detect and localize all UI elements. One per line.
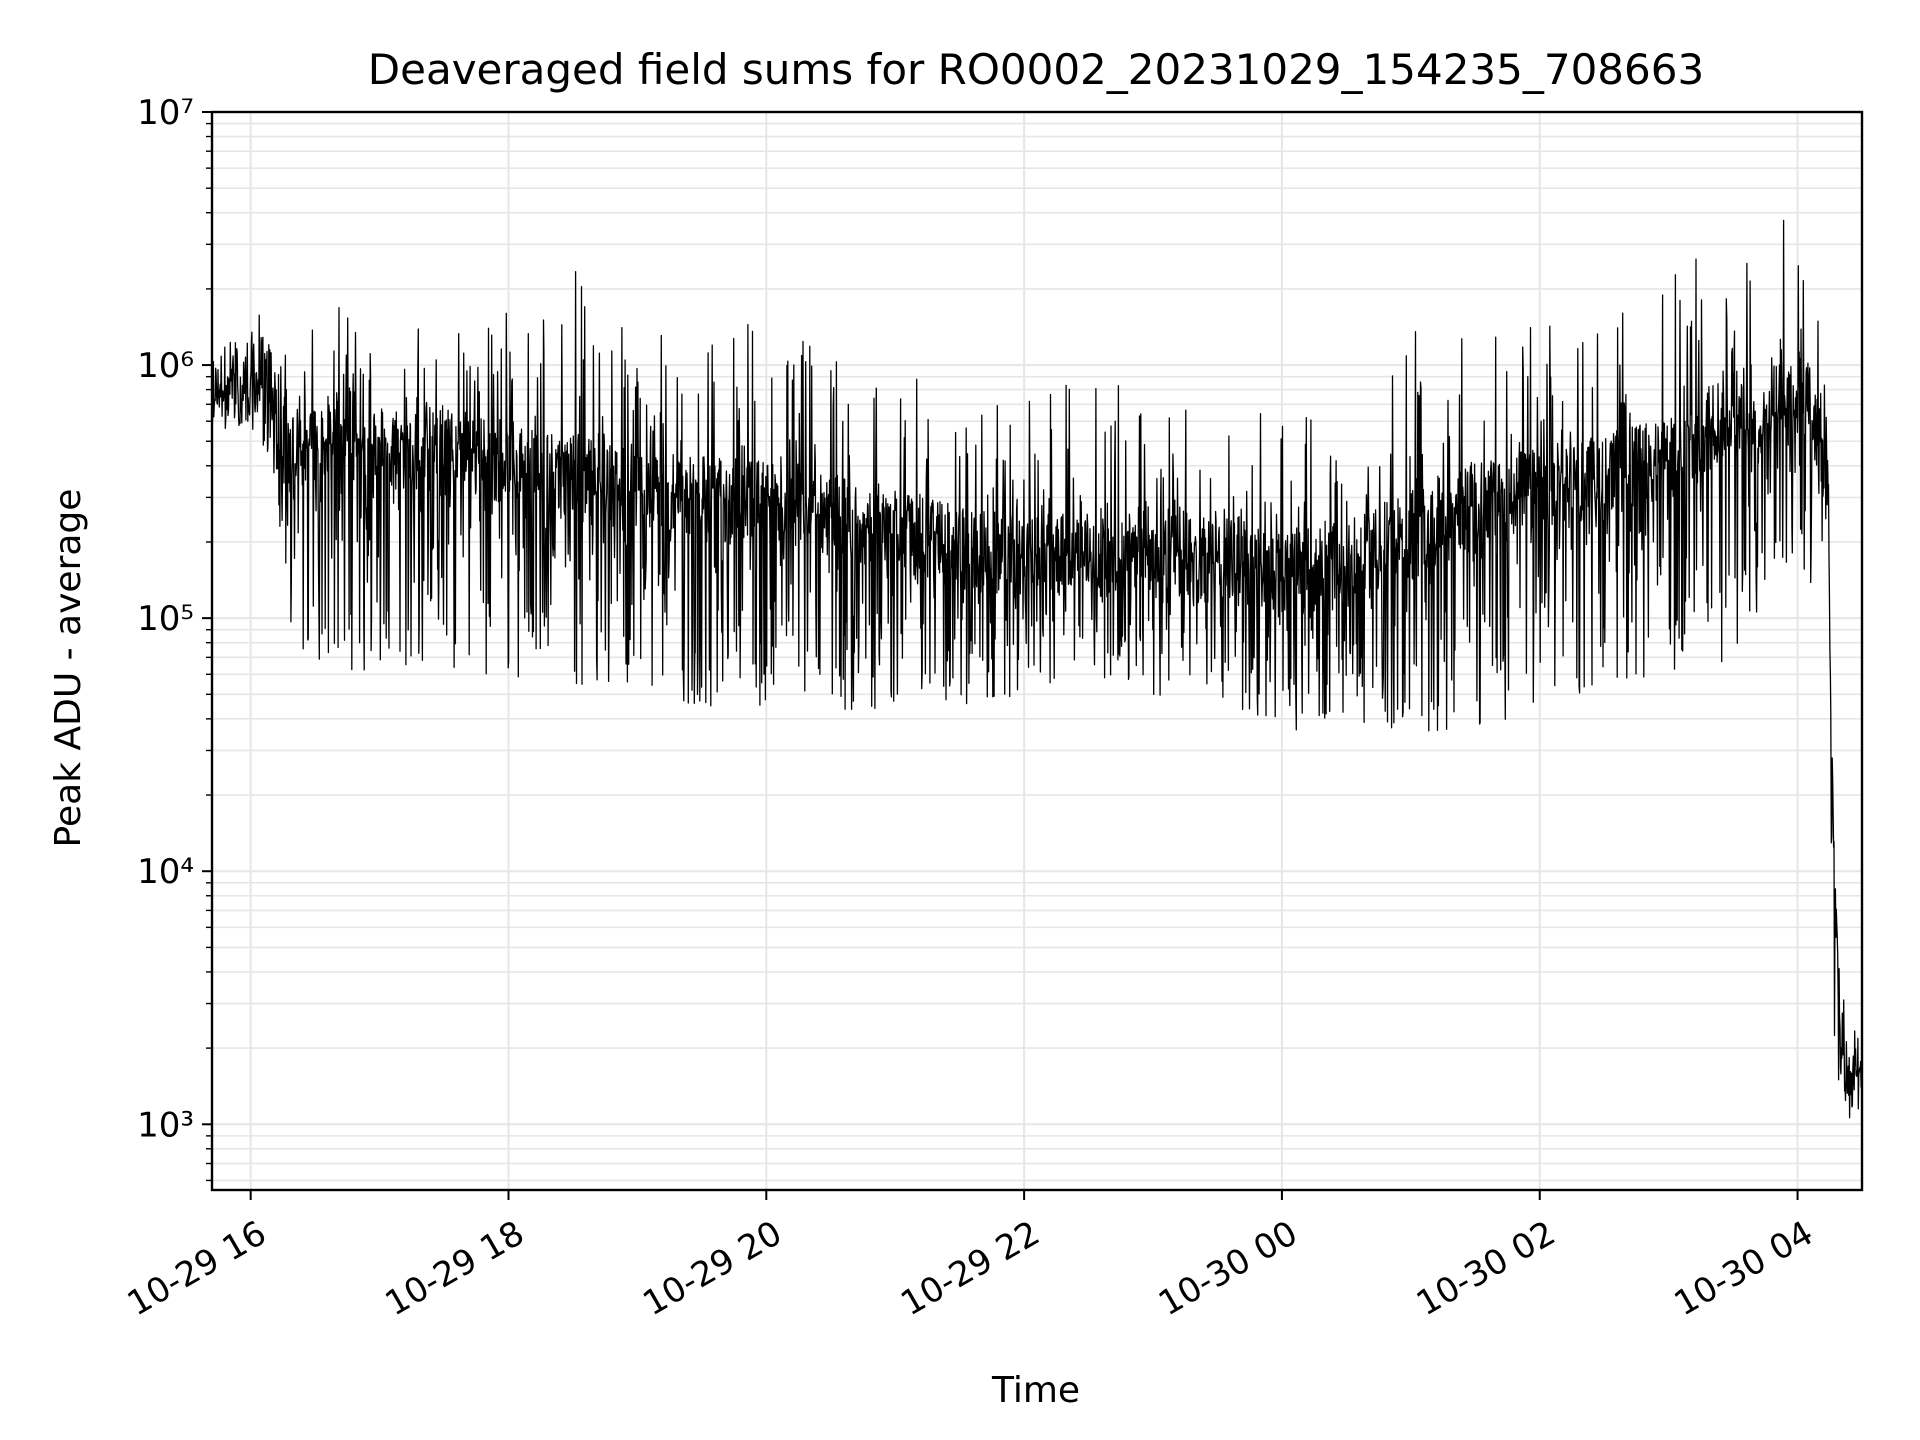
grid [212, 111, 1862, 1190]
y-axis-label: Peak ADU - average [48, 489, 89, 848]
x-axis-label: Time [991, 1370, 1080, 1411]
chart-title: Deaveraged field sums for RO0002_2023102… [368, 45, 1704, 94]
y-tick-label: 10⁶ [137, 346, 194, 386]
y-tick-label: 10⁴ [137, 852, 194, 892]
plot-area [211, 219, 1863, 1119]
y-tick-label: 10⁵ [137, 599, 194, 639]
y-tick-label: 10³ [137, 1105, 194, 1145]
series-line [211, 219, 1863, 1119]
plot-frame [210, 110, 1864, 1192]
y-tick-label: 10⁷ [137, 93, 194, 133]
